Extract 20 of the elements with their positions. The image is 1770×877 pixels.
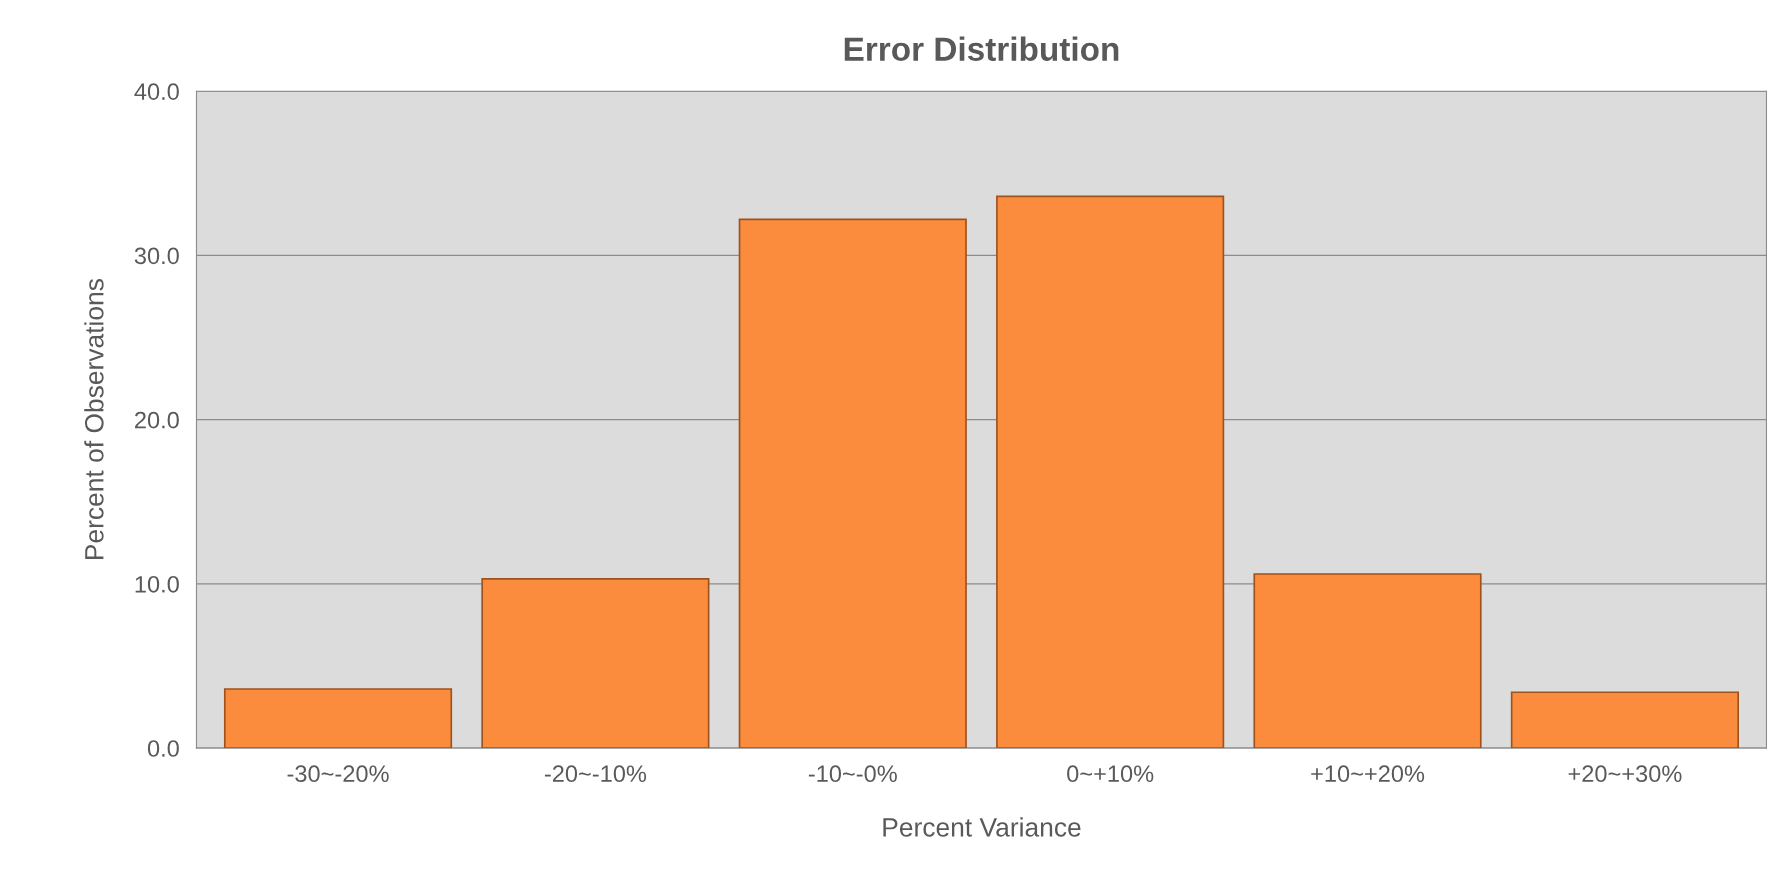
y-tick-label: 40.0 xyxy=(134,83,179,100)
y-axis-title: Percent of Observations xyxy=(84,279,104,560)
y-tick-label: 30.0 xyxy=(134,247,179,265)
bar xyxy=(481,578,710,749)
bar xyxy=(738,218,967,749)
x-tick-label: -10~-0% xyxy=(808,765,897,783)
y-tick-label: 10.0 xyxy=(135,575,179,593)
x-tick-label: +10~+20% xyxy=(1311,765,1425,783)
bar xyxy=(1253,573,1482,749)
x-tick-label: +20~+30% xyxy=(1568,765,1682,783)
x-tick-label: -20~-10% xyxy=(544,765,647,783)
bar xyxy=(1510,691,1739,749)
x-tick-label: -30~-20% xyxy=(287,765,389,783)
chart-title: Error Distribution xyxy=(844,36,1119,61)
x-tick-label: 0~+10% xyxy=(1067,765,1154,783)
x-axis-title: Percent Variance xyxy=(883,817,1081,837)
bar xyxy=(996,195,1225,749)
bar xyxy=(223,688,453,749)
y-tick-label: 0.0 xyxy=(147,740,179,757)
y-tick-label: 20.0 xyxy=(135,411,179,429)
